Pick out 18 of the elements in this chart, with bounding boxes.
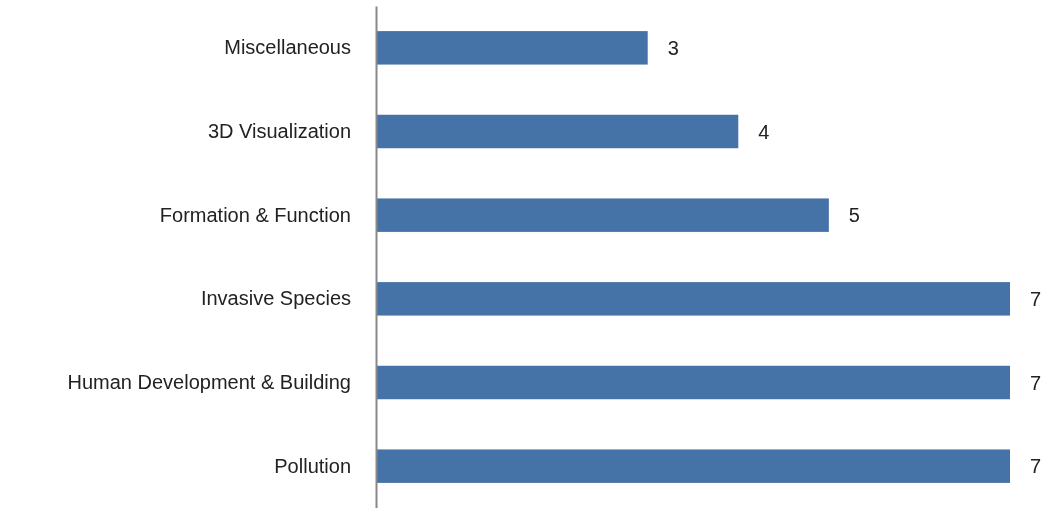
y-tick-label: Pollution xyxy=(274,454,351,477)
data-label: 7 xyxy=(1030,455,1042,478)
bar xyxy=(376,449,1010,483)
y-tick-label: Formation & Function xyxy=(159,203,351,226)
bar xyxy=(376,31,648,65)
bar xyxy=(376,114,739,149)
y-tick-label: Miscellaneous xyxy=(224,36,351,59)
bar xyxy=(376,365,1010,400)
bar xyxy=(376,282,1010,316)
bar xyxy=(376,198,829,232)
data-label: 4 xyxy=(758,120,770,143)
data-label: 3 xyxy=(667,36,679,59)
data-label: 7 xyxy=(1030,287,1042,310)
y-tick-label: Invasive Species xyxy=(200,287,351,310)
data-label: 5 xyxy=(848,204,860,227)
data-label: 7 xyxy=(1030,371,1042,394)
y-tick-label: 3D Visualization xyxy=(207,119,351,142)
y-tick-label: Human Development & Building xyxy=(67,370,351,393)
